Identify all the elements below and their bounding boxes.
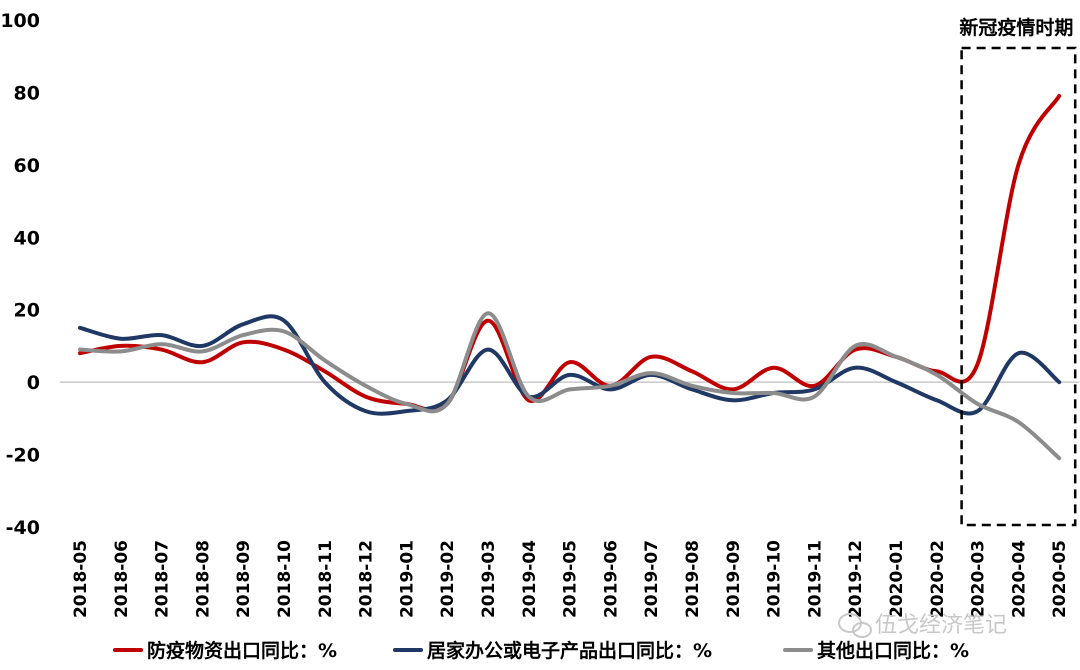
series-line-2: [78, 311, 1062, 461]
x-tick-label: 2019-05: [561, 540, 581, 618]
x-tick-label: 2020-03: [969, 540, 989, 618]
y-tick-label: 20: [14, 300, 40, 322]
x-tick-label: 2019-10: [765, 540, 785, 618]
covid-period-annotation: 新冠疫情时期: [959, 16, 1077, 527]
x-tick-label: 2019-03: [479, 540, 499, 618]
x-tick-label: 2019-11: [805, 540, 825, 618]
y-axis-ticks: 100 80 60 40 20 0 -20 -40: [0, 10, 40, 539]
series-line-1: [78, 314, 1062, 416]
y-tick-label: -40: [6, 517, 40, 539]
y-tick-label: 100: [0, 10, 40, 32]
x-tick-label: 2018-08: [193, 540, 213, 618]
x-tick-label: 2018-10: [275, 540, 295, 618]
x-tick-label: 2019-04: [520, 540, 540, 618]
x-tick-label: 2019-01: [397, 540, 417, 618]
legend-label-0: 防疫物资出口同比：%: [147, 639, 337, 662]
covid-period-box: [960, 46, 1077, 527]
x-tick-label: 2020-05: [1050, 540, 1070, 618]
x-tick-label: 2018-12: [357, 540, 377, 618]
x-tick-label: 2020-04: [1009, 540, 1029, 618]
x-tick-label: 2019-02: [438, 540, 458, 618]
x-tick-label: 2018-05: [71, 540, 91, 618]
y-tick-label: 60: [14, 155, 40, 177]
series-lines: [78, 94, 1062, 461]
x-tick-label: 2018-06: [112, 540, 132, 618]
legend-label-1: 居家办公或电子产品出口同比：%: [427, 639, 712, 662]
y-tick-label: -20: [6, 445, 40, 467]
legend: 防疫物资出口同比：% 居家办公或电子产品出口同比：% 其他出口同比：%: [113, 639, 969, 662]
x-tick-label: 2019-12: [846, 540, 866, 618]
legend-label-2: 其他出口同比：%: [817, 639, 969, 662]
watermark-text: 伍戈经济笔记: [875, 613, 1007, 638]
y-tick-label: 40: [14, 227, 40, 249]
x-tick-label: 2019-08: [683, 540, 703, 618]
x-tick-label: 2020-02: [928, 540, 948, 618]
x-tick-label: 2018-07: [153, 540, 173, 618]
y-tick-label: 0: [27, 372, 40, 394]
y-tick-label: 80: [14, 82, 40, 104]
x-tick-label: 2019-09: [724, 540, 744, 618]
x-tick-label: 2018-09: [234, 540, 254, 618]
x-tick-label: 2020-01: [887, 540, 907, 618]
watermark: 伍戈经济笔记: [838, 613, 1007, 638]
covid-period-label: 新冠疫情时期: [959, 16, 1073, 39]
x-axis-ticks: 2018-05 2018-06 2018-07 2018-08 2018-09 2018-…: [71, 540, 1070, 618]
x-tick-label: 2019-07: [642, 540, 662, 618]
wechat-icon: [838, 613, 872, 638]
x-tick-label: 2018-11: [316, 540, 336, 618]
x-tick-label: 2019-06: [601, 540, 621, 618]
